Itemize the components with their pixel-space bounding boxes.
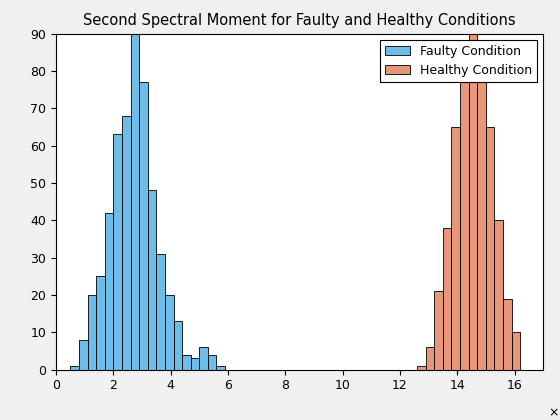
Bar <box>486 127 494 370</box>
Bar <box>71 366 79 370</box>
Bar <box>139 82 148 370</box>
Legend: Faulty Condition, Healthy Condition: Faulty Condition, Healthy Condition <box>380 40 537 82</box>
Text: $\times10^7$: $\times10^7$ <box>548 403 560 420</box>
Bar <box>191 358 199 370</box>
Bar <box>156 254 165 370</box>
Bar <box>208 354 217 370</box>
Bar <box>460 71 469 370</box>
Bar <box>469 34 477 370</box>
Bar <box>79 340 87 370</box>
Title: Second Spectral Moment for Faulty and Healthy Conditions: Second Spectral Moment for Faulty and He… <box>83 13 516 28</box>
Bar <box>443 228 451 370</box>
Bar <box>435 291 443 370</box>
Bar <box>494 220 503 370</box>
Bar <box>217 366 225 370</box>
Bar <box>130 34 139 370</box>
Bar <box>477 71 486 370</box>
Bar <box>87 295 96 370</box>
Bar <box>148 190 156 370</box>
Bar <box>503 299 512 370</box>
Bar <box>451 127 460 370</box>
Bar <box>417 366 426 370</box>
Bar <box>113 134 122 370</box>
Bar <box>122 116 130 370</box>
Bar <box>512 332 520 370</box>
Bar <box>105 213 113 370</box>
Bar <box>182 354 191 370</box>
Bar <box>174 321 182 370</box>
Bar <box>199 347 208 370</box>
Bar <box>96 276 105 370</box>
Bar <box>426 347 435 370</box>
Bar <box>165 295 174 370</box>
